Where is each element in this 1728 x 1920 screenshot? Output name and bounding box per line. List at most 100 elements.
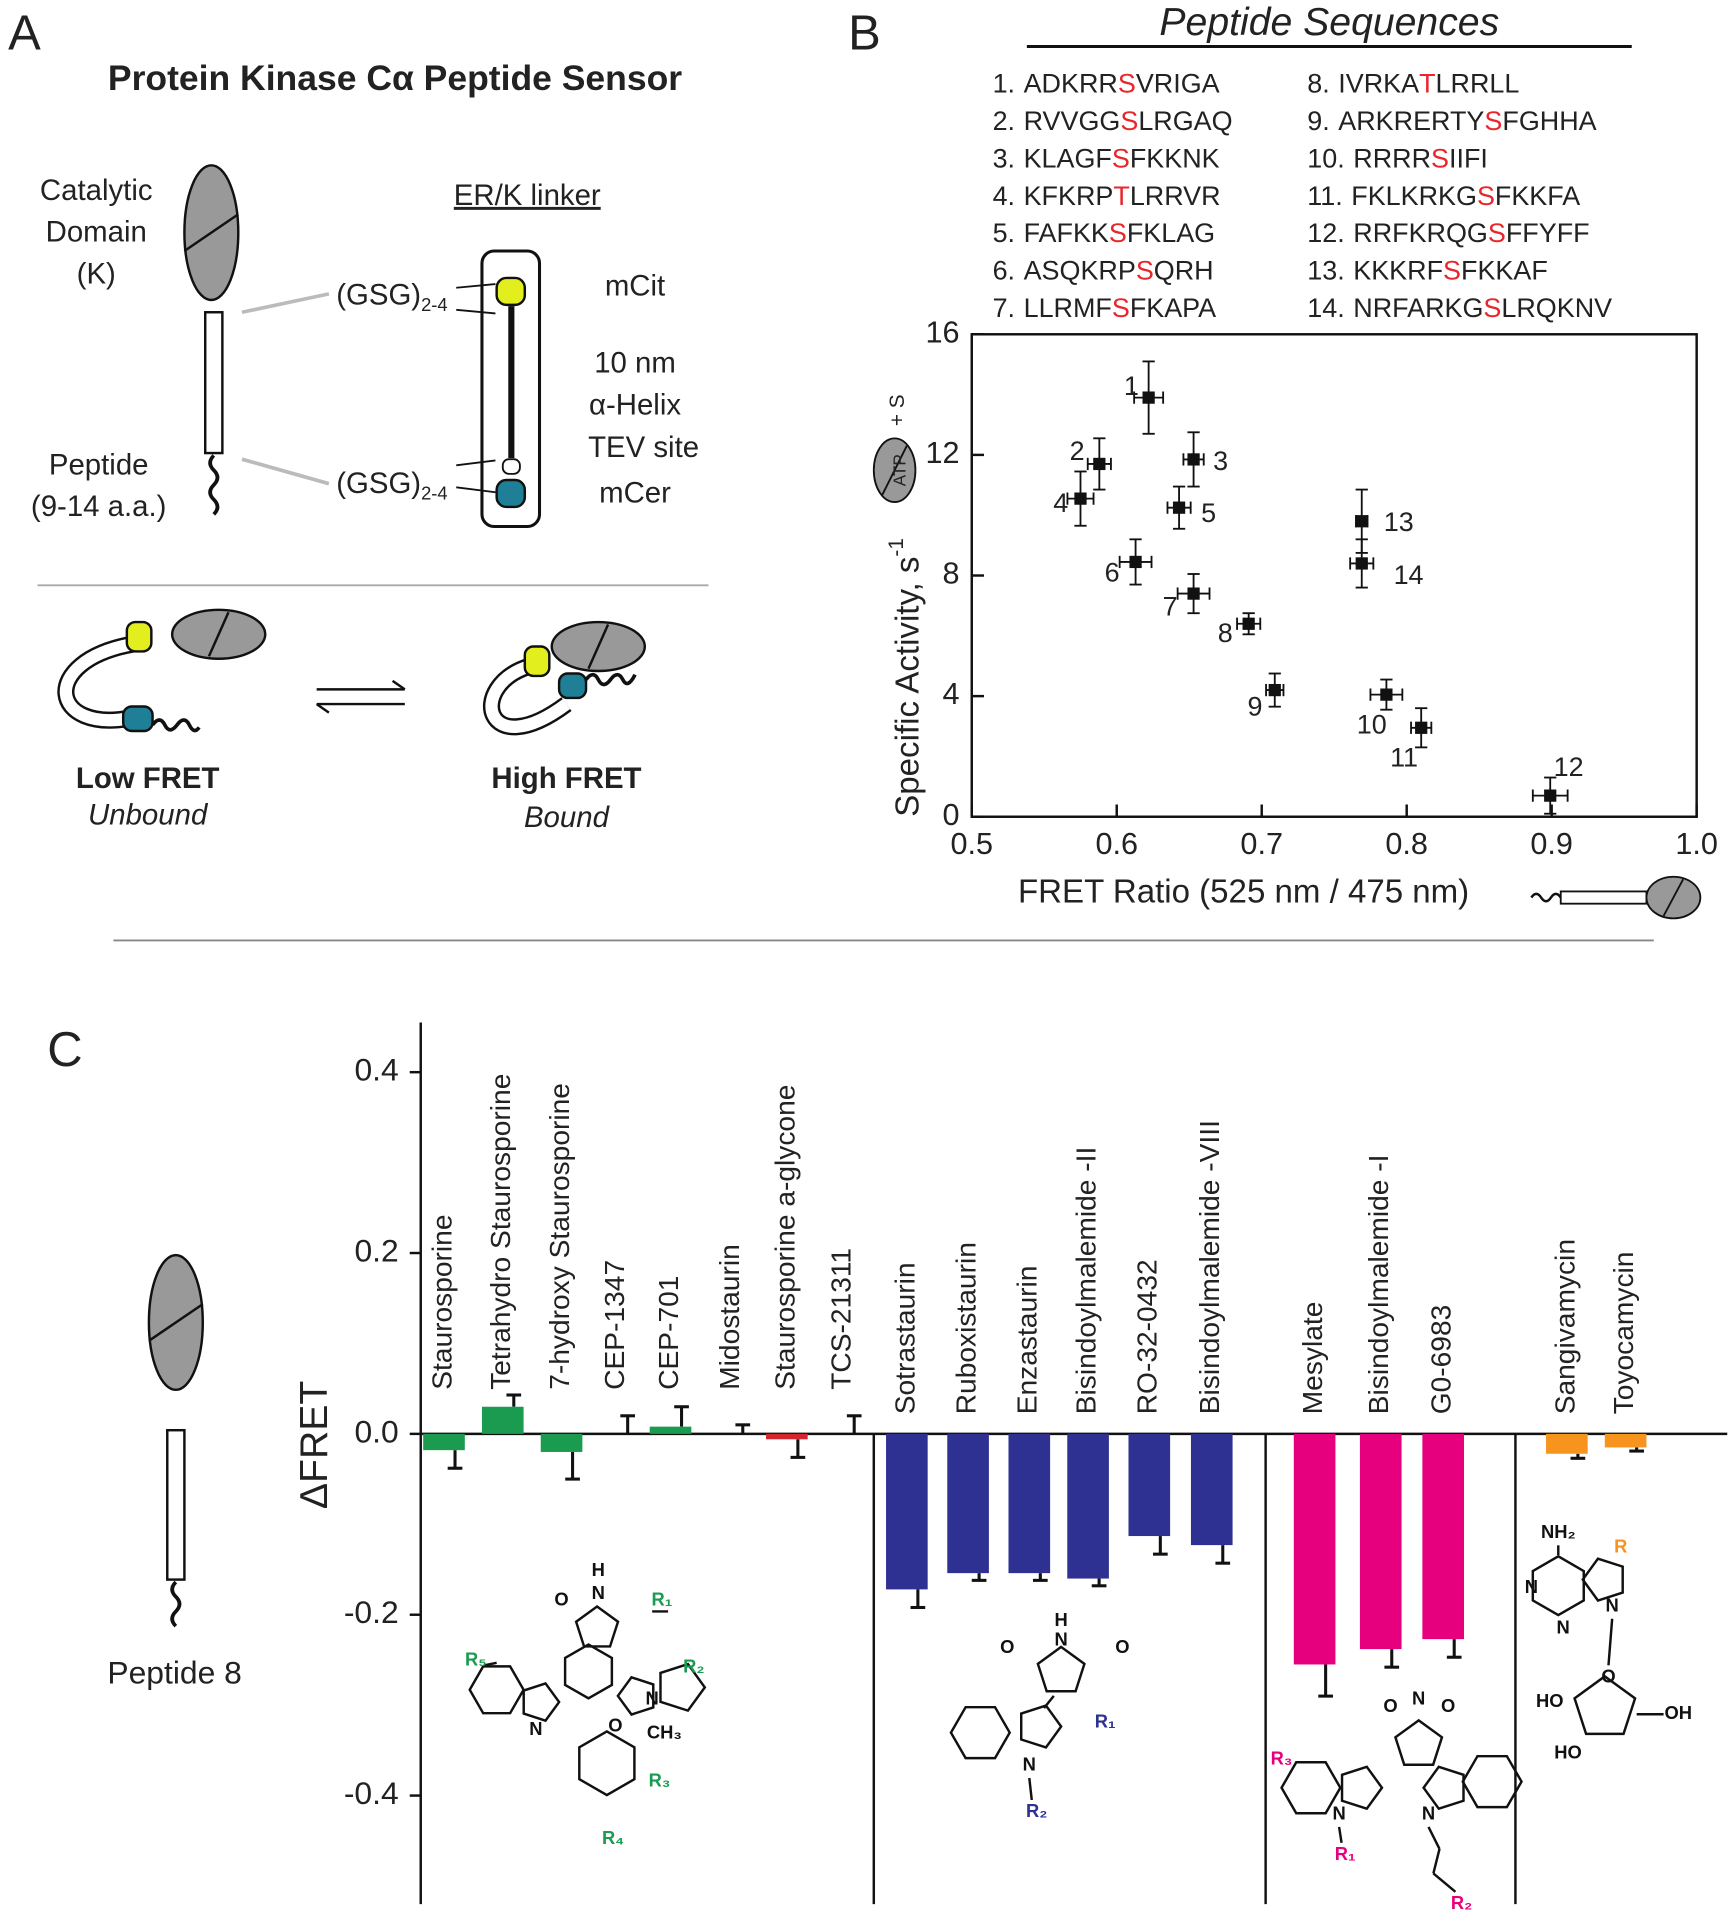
category-label: 7-hydroxy Staurosporine <box>544 1083 575 1390</box>
r-group: R₁ <box>1095 1711 1116 1732</box>
bar-chart: 0.4 0.2 0.0 -0.2 -0.4 ΔFRET Staurosporine Tetra… <box>293 1022 1728 1905</box>
data-point <box>1268 683 1281 697</box>
point-label: 2 <box>1070 436 1085 466</box>
sequence: RRRRSIIFI <box>1353 144 1488 174</box>
residues: KLAGF <box>1024 144 1112 174</box>
sequence-entry: 1. ADKRRSVRIGA <box>993 69 1220 99</box>
state-label: Unbound <box>88 799 209 832</box>
sequence-number: 11. <box>1307 181 1342 211</box>
bond <box>484 1661 497 1667</box>
x-tick-label: 0.8 <box>1385 827 1428 861</box>
category-label: RO-32-0432 <box>1132 1259 1163 1414</box>
sequence-number: 12. <box>1307 218 1344 248</box>
gsg-text: (GSG) <box>336 467 421 500</box>
point-label: 14 <box>1394 560 1424 590</box>
equilibrium-arrow <box>391 679 406 691</box>
pyrrole-ring <box>659 1662 707 1713</box>
callout-line <box>241 457 330 486</box>
sequence-entry: 9. ARKRERTYSFGHHA <box>1307 106 1596 136</box>
y-tick-label: 12 <box>925 436 959 470</box>
sequence-number: 7. <box>993 293 1015 323</box>
y-tick-label: -0.4 <box>344 1775 399 1811</box>
residues: FKLAG <box>1127 218 1215 248</box>
part-label: α-Helix <box>589 388 681 421</box>
residues: LRRLL <box>1436 69 1520 99</box>
atom-label: O <box>1383 1695 1397 1716</box>
gsg-sub: 2-4 <box>421 483 448 504</box>
point-label: 6 <box>1105 557 1120 587</box>
bar <box>1190 1433 1233 1546</box>
atom-label: O <box>1115 1636 1129 1657</box>
atom-label: HO <box>1536 1690 1564 1711</box>
residues: LLRMF <box>1024 293 1112 323</box>
category-label: Sangivamycin <box>1549 1239 1580 1414</box>
linker-rod <box>204 311 224 455</box>
x-axis-label: FRET Ratio (525 nm / 475 nm) <box>1018 874 1469 911</box>
callout-line <box>241 292 330 315</box>
indole-ring <box>1422 1765 1465 1811</box>
point-label: 5 <box>1201 498 1216 528</box>
residues: LRGAQ <box>1138 106 1232 136</box>
pyrrole-ring <box>1581 1557 1624 1602</box>
category-label: CEP-1347 <box>599 1260 630 1390</box>
peptide-tail <box>151 718 201 733</box>
bond <box>1337 1826 1343 1844</box>
phospho-site: S <box>1112 293 1130 323</box>
category-label: Bisindoylmalemide -I <box>1363 1155 1394 1415</box>
data-point <box>1242 617 1255 630</box>
y-tick-label: 0.4 <box>354 1052 398 1088</box>
mcit <box>125 620 153 653</box>
bar <box>481 1406 524 1434</box>
y-axis-label-text: Specific Activity, s <box>889 557 926 817</box>
phospho-site: S <box>1477 181 1495 211</box>
atom-label: N <box>1422 1803 1435 1824</box>
indole-ring <box>1020 1704 1063 1749</box>
bar <box>1546 1433 1588 1454</box>
data-point <box>1355 557 1368 570</box>
mcit <box>495 276 527 307</box>
bar <box>1422 1433 1464 1640</box>
point-label: 9 <box>1248 692 1263 722</box>
state-name: High FRET <box>491 762 641 795</box>
category-label: Toyocamycin <box>1608 1252 1639 1415</box>
pointer <box>456 283 496 289</box>
r-group: R₂ <box>1026 1800 1047 1821</box>
residues: FKKAF <box>1461 256 1548 286</box>
r-group: R₂ <box>1451 1892 1472 1913</box>
sequence: NRFARKGSLRQKNV <box>1353 293 1612 323</box>
atom-label: O <box>1000 1636 1014 1657</box>
icon-label: ATP <box>889 454 909 486</box>
phospho-site: S <box>1120 106 1138 136</box>
residues: LRRVR <box>1130 181 1221 211</box>
data-point <box>1172 501 1186 514</box>
phospho-site: S <box>1483 293 1501 323</box>
atom-label: N <box>592 1582 605 1603</box>
tev-site <box>501 458 521 475</box>
sensor-label: Peptide 8 <box>107 1655 242 1691</box>
x-tick-label: 0.7 <box>1240 827 1283 861</box>
plot-frame <box>970 333 1698 818</box>
category-label: CEP-701 <box>653 1276 684 1390</box>
y-tick-label: 16 <box>925 315 959 349</box>
residues: FKAPA <box>1130 293 1216 323</box>
gsg-label: (GSG)2-4 <box>336 278 447 315</box>
residues: FKKFA <box>1495 181 1580 211</box>
icon-suffix: + S <box>886 394 909 426</box>
point-label: 8 <box>1218 618 1233 648</box>
indole-ring <box>1280 1761 1342 1815</box>
residues: FKLKRKG <box>1351 181 1477 211</box>
sequence-number: 4. <box>993 181 1015 211</box>
sequence-number: 8. <box>1307 69 1329 99</box>
sequence: RRFKRQGSFFYFF <box>1353 218 1589 248</box>
bar <box>1008 1433 1051 1574</box>
category-label: Ruboxistaurin <box>951 1242 982 1414</box>
atom-label: OH <box>1665 1702 1693 1723</box>
sequence: IVRKATLRRLL <box>1338 69 1519 99</box>
bond <box>1427 1826 1441 1850</box>
r-group: R₃ <box>1271 1747 1293 1768</box>
residues: LRQKNV <box>1501 293 1612 323</box>
atom-label: N <box>1412 1687 1425 1708</box>
sequence-number: 3. <box>993 144 1015 174</box>
y-tick-label: 0.0 <box>354 1413 398 1449</box>
